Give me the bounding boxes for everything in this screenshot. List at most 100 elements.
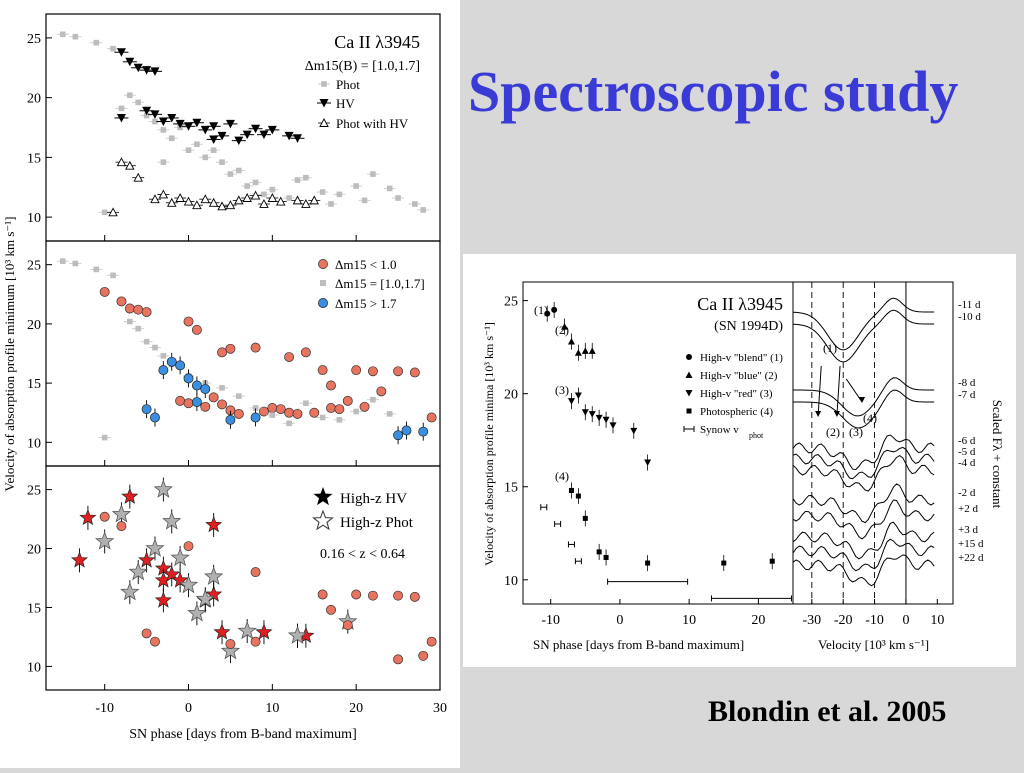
data-point: [178, 574, 199, 594]
arrow-head: [815, 411, 822, 417]
data-point: [217, 347, 227, 358]
data-point: [220, 640, 241, 660]
y-tick-label: 10: [27, 660, 41, 675]
data-point: [393, 590, 404, 601]
data-point: [121, 487, 139, 504]
feature-arrow: [845, 378, 863, 403]
spectrum-curve: [792, 521, 935, 560]
data-point: [418, 426, 429, 437]
data-point: [200, 384, 211, 394]
data-point: [209, 135, 219, 144]
data-point: [111, 504, 132, 523]
right-figure: 10 15 20 25 -10 0 10 20 SN phase [days from B-ba…: [482, 281, 1005, 652]
data-point: [284, 407, 295, 418]
data-point: [575, 493, 581, 499]
series-high-z-hv: [70, 484, 315, 648]
data-point: [252, 405, 259, 411]
series-high-v-blue-2-: [561, 318, 596, 361]
data-point: [294, 177, 301, 183]
data-point: [208, 197, 219, 207]
data-point: [303, 400, 309, 407]
data-point: [143, 112, 150, 119]
data-point: [195, 589, 215, 608]
data-point: [133, 172, 143, 182]
data-point: [326, 604, 336, 615]
series-label: (1): [534, 303, 548, 317]
legend-subtitle: Δm15(B) = [1.0,1.7]: [305, 59, 420, 74]
left-panel-frame: [45, 465, 441, 691]
data-point: [582, 515, 588, 521]
data-point: [128, 561, 148, 581]
data-point: [300, 347, 311, 358]
data-point: [152, 118, 158, 125]
data-point: [685, 390, 693, 397]
data-point: [342, 620, 353, 631]
legend-label: Δm15 > 1.7: [335, 296, 397, 311]
data-point: [225, 343, 236, 354]
data-point: [192, 200, 202, 210]
right-phase-plot: 10 15 20 25 -10 0 10 20 SN phase [days from B-ba…: [482, 281, 794, 652]
arrow-head: [859, 397, 866, 403]
data-point: [250, 567, 261, 578]
data-point: [328, 201, 334, 207]
data-point: [351, 365, 362, 376]
data-point: [567, 338, 575, 345]
legend-label: Phot with HV: [336, 116, 409, 131]
data-point: [205, 515, 223, 533]
data-point: [317, 365, 328, 376]
data-point: [110, 45, 116, 52]
data-point: [125, 160, 135, 170]
data-point: [426, 636, 437, 647]
data-point: [225, 639, 236, 649]
data-point: [367, 366, 378, 377]
data-point: [118, 105, 125, 112]
data-point: [334, 404, 345, 415]
data-point: [412, 201, 418, 207]
y-axis-label: Velocity of absorption profile minima [1…: [482, 322, 496, 566]
data-point: [269, 186, 276, 193]
data-point: [259, 199, 269, 208]
data-point: [686, 408, 692, 414]
data-point: [303, 174, 309, 181]
data-point: [561, 323, 569, 330]
y-tick-label: 25: [27, 32, 41, 47]
data-point: [250, 412, 261, 423]
data-point: [267, 193, 278, 202]
epoch-label: -4 d: [958, 457, 976, 469]
data-point: [200, 194, 211, 204]
data-point: [426, 412, 437, 423]
series-phot: [56, 31, 430, 216]
data-point: [567, 398, 575, 405]
legend-marker: [318, 259, 328, 269]
x-axis-label: SN phase [days from B-band maximum]: [533, 637, 744, 652]
data-point: [255, 623, 273, 640]
data-point: [150, 194, 160, 204]
data-point: [184, 122, 194, 131]
x-tick-label: 0: [616, 613, 623, 628]
epoch-label: +3 d: [958, 524, 978, 536]
legend-label: Δm15 = [1.0,1.7]: [335, 276, 425, 291]
y-tick-label: 20: [504, 388, 518, 403]
x-tick-label: -10: [541, 613, 560, 628]
data-point: [602, 416, 610, 424]
data-point: [116, 113, 126, 123]
data-point: [154, 591, 172, 608]
data-point: [225, 119, 235, 129]
legend-label: HV: [336, 96, 355, 111]
data-point: [185, 147, 192, 153]
legend-marker: [319, 118, 329, 127]
data-point: [227, 171, 234, 177]
data-point: [225, 414, 236, 425]
data-point: [386, 185, 393, 192]
data-point: [141, 307, 152, 318]
data-point: [284, 352, 295, 363]
data-point: [200, 125, 210, 135]
data-point: [353, 183, 359, 189]
spectrum-curve: [793, 377, 935, 417]
data-point: [252, 179, 259, 186]
data-point: [160, 159, 167, 165]
y-tick-label: 20: [27, 92, 41, 107]
right-figure-panel: 10 15 20 25 -10 0 10 20 SN phase [days from B-ba…: [463, 254, 1016, 667]
data-point: [143, 338, 150, 345]
data-point: [267, 125, 277, 135]
